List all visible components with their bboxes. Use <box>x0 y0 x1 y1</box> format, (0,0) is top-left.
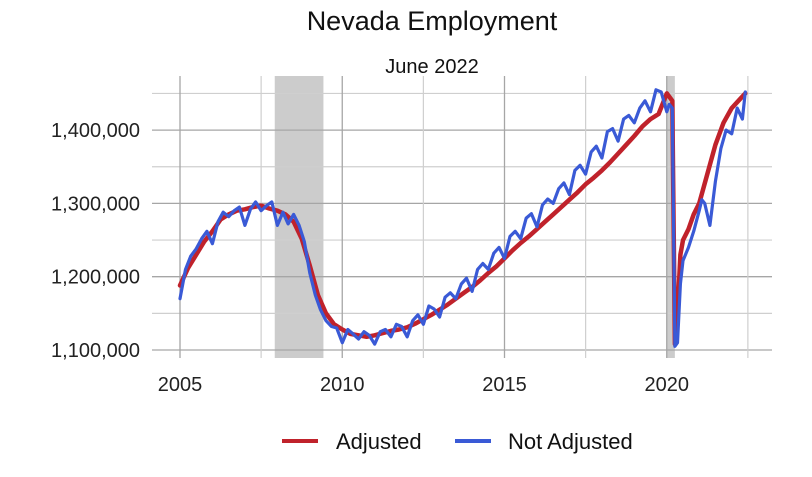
legend-label-not-adjusted: Not Adjusted <box>508 429 633 454</box>
x-tick-label: 2015 <box>482 374 527 396</box>
legend-label-adjusted: Adjusted <box>336 429 422 454</box>
chart-title-group: Nevada Employment June 2022 <box>307 6 558 78</box>
x-tick-label: 2005 <box>158 374 203 396</box>
y-tick-label: 1,200,000 <box>51 267 140 289</box>
x-tick-label: 2010 <box>320 374 365 396</box>
series-lines <box>177 88 748 348</box>
y-axis-ticks: 1,100,000 1,200,000 1,300,000 1,400,000 <box>51 120 140 362</box>
x-axis-ticks: 2005 2010 2015 2020 <box>158 374 689 396</box>
recession-band <box>274 76 324 358</box>
y-tick-label: 1,100,000 <box>51 340 140 362</box>
y-tick-label: 1,300,000 <box>51 193 140 215</box>
recession-band <box>666 76 675 358</box>
legend: Adjusted Not Adjusted <box>282 429 633 454</box>
y-tick-label: 1,400,000 <box>51 120 140 142</box>
chart-subtitle: June 2022 <box>385 56 478 78</box>
x-tick-label: 2020 <box>645 374 690 396</box>
chart-title: Nevada Employment <box>307 6 558 36</box>
series-line-adjusted <box>177 91 748 347</box>
series-line-not-adjusted <box>178 88 747 348</box>
gridlines <box>152 76 772 358</box>
recession-shading <box>274 76 675 358</box>
